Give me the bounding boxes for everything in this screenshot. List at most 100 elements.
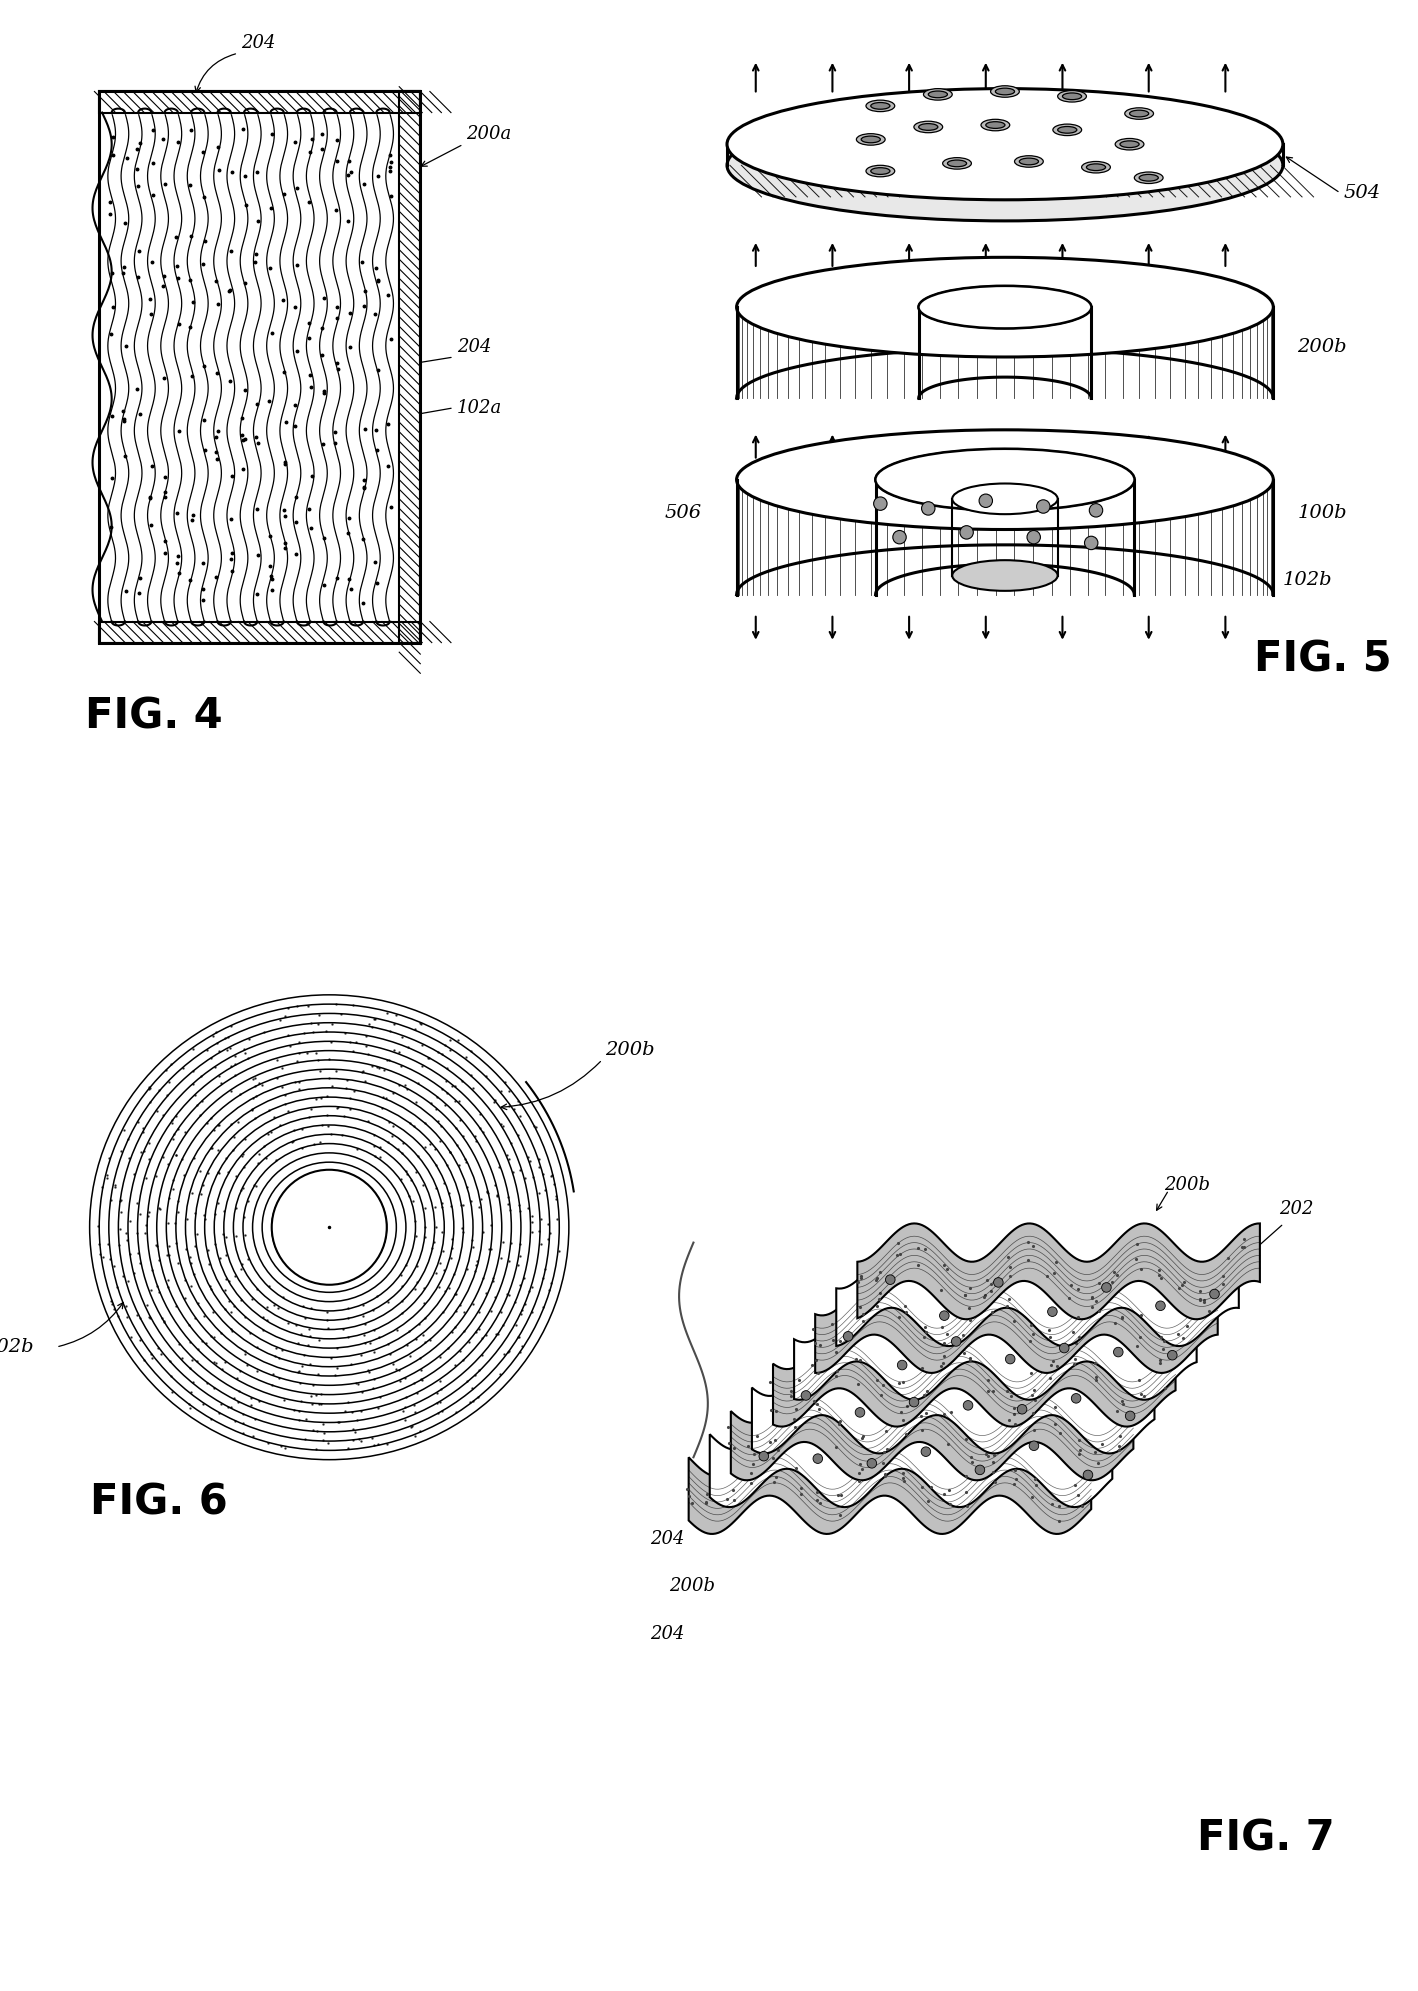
Ellipse shape [919,287,1092,329]
Bar [99,92,420,643]
Circle shape [1037,500,1049,514]
Circle shape [813,1453,822,1463]
Polygon shape [794,1304,1197,1400]
Circle shape [976,1465,984,1475]
Text: 200a: 200a [467,125,512,143]
Text: 102b: 102b [0,1338,34,1356]
Circle shape [1085,536,1098,550]
Ellipse shape [1124,108,1153,119]
Ellipse shape [871,167,891,175]
Ellipse shape [947,159,967,167]
Circle shape [844,1332,852,1342]
Ellipse shape [727,90,1283,199]
Text: 200b: 200b [669,1577,716,1595]
Ellipse shape [856,133,885,145]
Text: 202: 202 [1279,1201,1313,1218]
Ellipse shape [875,450,1134,510]
Polygon shape [730,1384,1133,1479]
Polygon shape [752,1358,1154,1453]
Circle shape [1126,1412,1134,1422]
Circle shape [866,1459,876,1467]
Bar [99,92,420,643]
Text: FIG. 7: FIG. 7 [1197,1818,1334,1860]
Text: 200b: 200b [605,1041,655,1059]
Text: 102a: 102a [457,398,502,416]
Ellipse shape [1020,157,1038,165]
Circle shape [960,526,973,540]
Ellipse shape [919,287,1092,329]
Circle shape [1083,1469,1093,1479]
Circle shape [1029,1441,1039,1451]
Polygon shape [773,1330,1176,1428]
Text: 506: 506 [665,504,702,522]
Text: FIG. 6: FIG. 6 [89,1481,227,1523]
Ellipse shape [943,157,971,169]
Polygon shape [815,1276,1218,1374]
Text: 504: 504 [1343,183,1380,201]
Circle shape [873,498,888,510]
Circle shape [1072,1394,1081,1404]
Ellipse shape [1054,123,1082,135]
Ellipse shape [991,86,1020,98]
Circle shape [801,1390,811,1400]
Ellipse shape [861,135,881,143]
Circle shape [1167,1350,1177,1360]
Ellipse shape [981,119,1010,131]
Circle shape [1113,1348,1123,1356]
Ellipse shape [866,165,895,177]
Polygon shape [858,1222,1261,1320]
Text: 102b: 102b [1283,571,1333,589]
Circle shape [1156,1300,1166,1310]
Circle shape [909,1398,919,1408]
Circle shape [898,1360,908,1370]
Text: 204: 204 [651,1625,685,1643]
Ellipse shape [953,484,1058,514]
Circle shape [978,494,993,508]
Ellipse shape [1134,171,1163,183]
Circle shape [893,530,906,544]
Circle shape [855,1408,865,1418]
Text: FIG. 5: FIG. 5 [1254,639,1392,681]
Ellipse shape [871,102,891,110]
Ellipse shape [1062,94,1082,100]
Bar [99,92,420,113]
Ellipse shape [1058,127,1076,133]
Text: FIG. 4: FIG. 4 [85,697,223,739]
Ellipse shape [1130,110,1149,117]
Circle shape [1005,1354,1015,1364]
Ellipse shape [1082,161,1110,173]
Circle shape [1027,530,1041,544]
Polygon shape [689,1438,1092,1533]
Polygon shape [710,1412,1112,1507]
Ellipse shape [1014,155,1044,167]
Ellipse shape [866,100,895,111]
Circle shape [1017,1404,1027,1414]
Ellipse shape [1058,90,1086,102]
Circle shape [272,1171,387,1284]
Text: 200b: 200b [1297,338,1347,356]
Bar [99,92,420,113]
Circle shape [1089,504,1103,518]
Bar [99,621,420,643]
Circle shape [1210,1290,1219,1298]
Text: 204: 204 [651,1529,685,1547]
Ellipse shape [913,121,943,133]
Text: 200b: 200b [1164,1177,1210,1195]
Ellipse shape [736,257,1273,356]
Text: 502: 502 [957,514,991,532]
Bar [400,92,420,643]
Ellipse shape [1120,141,1139,147]
Ellipse shape [929,92,947,98]
Ellipse shape [953,559,1058,591]
Circle shape [922,502,934,516]
Ellipse shape [875,450,1134,510]
Circle shape [1048,1306,1058,1316]
Circle shape [1059,1344,1069,1352]
Text: 100b: 100b [1297,504,1347,522]
Ellipse shape [986,121,1005,127]
Ellipse shape [919,123,937,129]
Text: 204: 204 [241,34,275,52]
Text: 204: 204 [457,338,491,356]
Ellipse shape [995,88,1014,96]
Circle shape [759,1451,769,1461]
